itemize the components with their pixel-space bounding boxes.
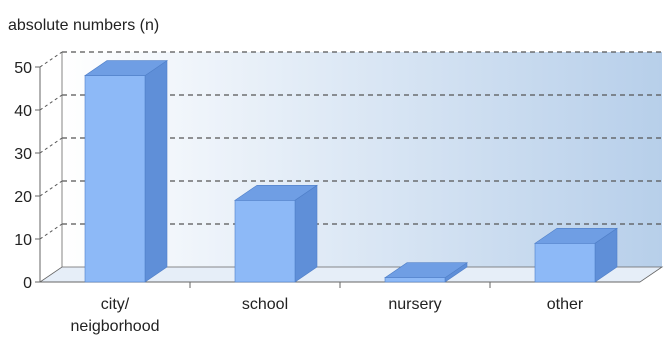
bar: [534, 227, 618, 283]
bar-front: [234, 200, 296, 283]
bar-front: [534, 243, 596, 283]
y-tick-label: 30: [14, 146, 32, 163]
bar: [84, 60, 168, 283]
x-tick-label: other: [547, 296, 584, 313]
back-wall: [62, 52, 662, 267]
bar-side: [294, 184, 318, 283]
bar-front: [84, 75, 146, 283]
y-tick-label: 10: [14, 232, 32, 249]
bar-top: [384, 262, 468, 279]
x-tick-label: nursery: [388, 296, 441, 313]
tick-labels: 0 10 20 30 40 50 city/neigborhood school nursery…: [14, 60, 584, 335]
gridline-diagonal: [39, 137, 63, 154]
y-tick-label: 50: [14, 60, 32, 77]
bars: [84, 60, 618, 283]
bar-top: [84, 60, 168, 76]
bar: [234, 184, 318, 283]
bar-top: [534, 228, 618, 244]
x-tick-label: school: [242, 296, 288, 313]
gridline-diagonal: [39, 94, 63, 111]
y-tick-label: 40: [14, 103, 32, 120]
gridline-diagonal: [39, 180, 63, 197]
gridline-diagonal: [39, 223, 63, 240]
chart-back-wall: [38, 52, 664, 283]
bar-front: [384, 277, 446, 283]
y-tick-label: 20: [14, 189, 32, 206]
bar-top: [234, 185, 318, 201]
bar-side: [144, 60, 168, 283]
bar: [384, 262, 468, 283]
y-axis-label: absolute numbers (n): [8, 17, 159, 34]
gridline-diagonal: [39, 51, 63, 68]
x-tick-label: city/neigborhood: [71, 296, 160, 335]
y-tick-label: 0: [23, 275, 32, 292]
